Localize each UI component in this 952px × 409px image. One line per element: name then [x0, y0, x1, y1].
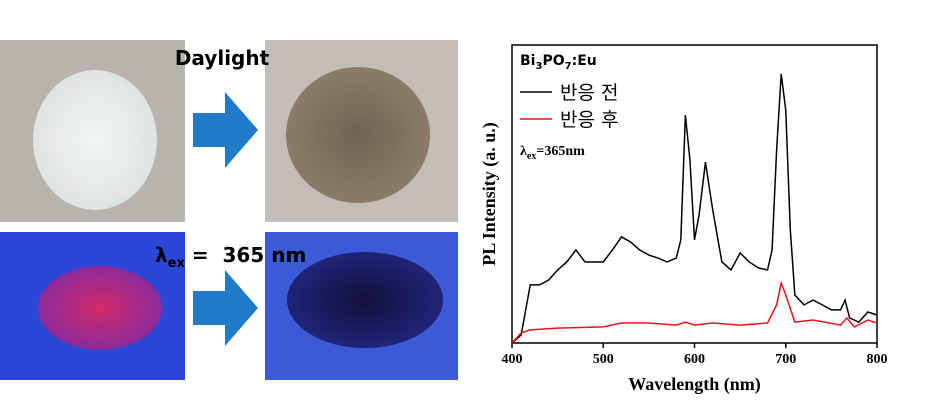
excitation-label: λex = 365 nm — [155, 243, 306, 271]
x-tick-label: 800 — [867, 352, 888, 367]
legend-label: 반응 후 — [560, 109, 618, 131]
photo-powder — [38, 266, 162, 350]
x-axis-label: Wavelength (nm) — [628, 374, 761, 395]
text: =365nm — [536, 144, 585, 159]
photo-powder — [286, 67, 430, 203]
daylight-label: Daylight — [175, 46, 270, 70]
x-tick-label: 400 — [502, 352, 523, 367]
text: = 365 nm — [185, 243, 306, 267]
text: :Eu — [572, 53, 597, 69]
data-line — [511, 280, 878, 344]
legend-label: 반응 전 — [560, 82, 618, 104]
symbol: λ — [155, 243, 168, 267]
x-tick-label: 600 — [684, 352, 705, 367]
arrow — [193, 92, 258, 168]
subscript: ex — [527, 151, 536, 162]
text: PO — [542, 53, 564, 69]
photo-powder — [287, 252, 443, 348]
symbol: λ — [520, 144, 527, 159]
subscript: 7 — [565, 61, 572, 72]
chart: 400 500 600 700 800 Wavelength (nm) PL Intensi… — [479, 44, 888, 395]
y-axis-label: PL Intensity (a. u.) — [479, 122, 500, 266]
annotation: λex=365nm — [520, 144, 585, 162]
x-tick-label: 700 — [775, 352, 796, 367]
data-line — [511, 73, 878, 344]
photo-powder — [33, 70, 157, 210]
x-tick-label: 500 — [593, 352, 614, 367]
text: Bi — [520, 53, 535, 69]
chart-title: Bi3PO7:Eu — [520, 53, 597, 72]
arrow — [193, 270, 258, 346]
subscript: 3 — [535, 61, 542, 72]
subscript: ex — [168, 256, 186, 271]
